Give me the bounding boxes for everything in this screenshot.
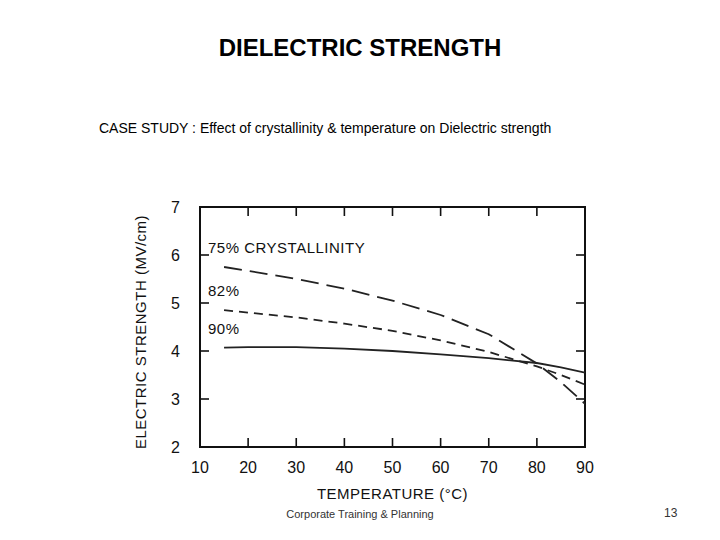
y-tick [200,350,209,352]
y-tick-label: 7 [171,199,180,216]
x-tick [488,207,490,216]
x-tick-label: 90 [576,459,594,476]
x-tick [440,438,442,447]
x-tick [536,438,538,447]
x-tick-label: 20 [239,459,257,476]
y-axis-label: ELECTRIC STRENGTH (MV/cm) [132,215,149,449]
x-tick [392,207,394,216]
y-tick [200,398,209,400]
x-tick [488,438,490,447]
x-tick-label: 40 [335,459,353,476]
y-tick [576,254,585,256]
x-tick [199,207,201,216]
footer: Corporate Training & Planning [0,508,720,520]
y-tick [576,446,585,448]
x-tick [536,207,538,216]
x-tick-label: 80 [528,459,546,476]
x-tick [295,207,297,216]
series-group [224,267,585,404]
plot-frame [200,207,585,447]
y-tick-label: 6 [171,247,180,264]
x-tick-label: 60 [432,459,450,476]
y-tick [576,350,585,352]
y-tick [576,398,585,400]
y-tick-label: 2 [171,439,180,456]
series-line [224,267,585,404]
x-tick [199,438,201,447]
y-tick [200,446,209,448]
x-tick [295,438,297,447]
y-tick [200,206,209,208]
y-tick-label: 4 [171,343,180,360]
x-tick-label: 30 [287,459,305,476]
series-line [224,310,585,384]
series-label: 90% [208,320,240,337]
x-tick-label: 70 [480,459,498,476]
x-tick [584,207,586,216]
y-tick-label: 3 [171,391,180,408]
y-tick [576,302,585,304]
series-label: 75% CRYSTALLINITY [208,239,365,256]
series-line [224,347,585,372]
title: DIELECTRIC STRENGTH [0,34,720,62]
y-tick [200,302,209,304]
page-number: 13 [664,506,677,520]
x-tick [344,438,346,447]
y-tick [576,206,585,208]
x-tick [392,438,394,447]
x-tick [344,207,346,216]
x-tick [247,207,249,216]
x-tick [247,438,249,447]
x-tick [440,207,442,216]
x-tick [584,438,586,447]
x-tick-label: 10 [191,459,209,476]
chart: 10 20 30 40 50 60 70 80 90 2 3 4 5 6 7 TEMPERATURE (°C)… [0,0,720,540]
subtitle: CASE STUDY : Effect of crystallinity & t… [99,120,551,136]
x-axis-label: TEMPERATURE (°C) [317,485,468,502]
series-label: 82% [208,282,240,299]
y-tick-label: 5 [171,295,180,312]
x-tick-label: 50 [384,459,402,476]
